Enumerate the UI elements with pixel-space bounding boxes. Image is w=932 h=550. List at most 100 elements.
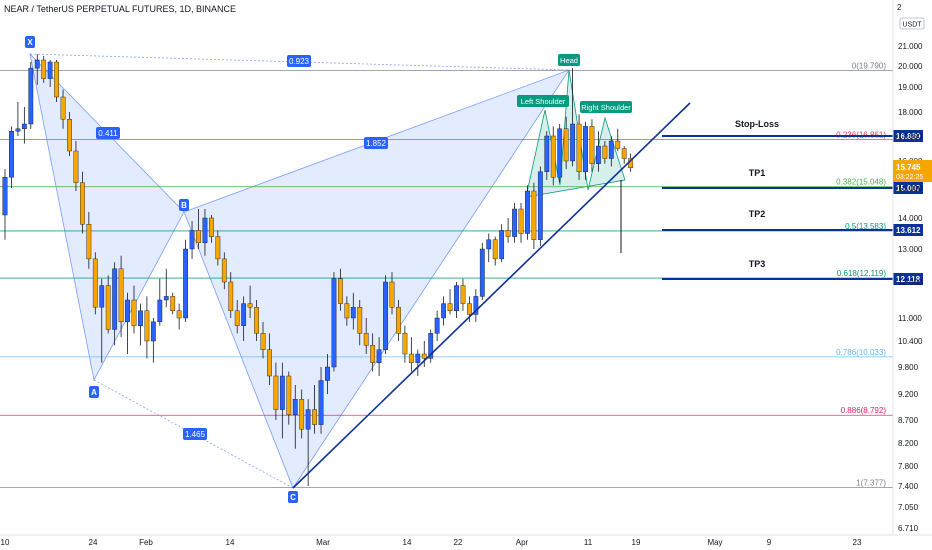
candle-down [196, 230, 201, 243]
candle-up [163, 296, 169, 301]
x-tick-label: May [707, 538, 722, 547]
candle-up [331, 278, 337, 368]
candle-up [15, 128, 21, 132]
candle-up [473, 296, 479, 315]
xabcd-ratio-labels: 0.923 0.411 1.852 1.465 [96, 55, 388, 440]
candle-up [383, 281, 388, 350]
candle-down [402, 333, 408, 355]
head-shoulders-labels: Left Shoulder Head Right Shoulder [517, 54, 632, 113]
xabcd-ratio-label: 0.411 [98, 129, 118, 138]
x-tick-label: 23 [853, 538, 862, 547]
candle-down [621, 148, 627, 159]
target-price-label: 12.118 [896, 275, 921, 284]
candle-up [350, 307, 356, 319]
candle-down [234, 310, 240, 326]
candles [2, 54, 634, 486]
candle-down [563, 128, 569, 162]
candle-down [576, 123, 582, 172]
candle-down [286, 375, 292, 415]
candle-up [570, 123, 576, 162]
target-name-label: TP2 [749, 209, 766, 219]
candle-up [544, 135, 550, 172]
candle-down [176, 310, 182, 319]
xabcd-point-label: B [181, 201, 187, 210]
target-name-label: TP1 [749, 168, 766, 178]
candle-down [531, 190, 537, 240]
candle-up [428, 333, 434, 359]
currency-badge[interactable]: USDT [899, 17, 925, 30]
head-shoulders-badge [517, 95, 569, 107]
candle-down [67, 118, 72, 152]
target-price-label: 15.007 [896, 184, 921, 193]
candle-down [41, 59, 47, 79]
candle-up [499, 230, 505, 260]
candle-down [460, 285, 466, 304]
y-tick-label: 20.000 [898, 62, 923, 71]
candle-down [86, 223, 92, 260]
target-price-tag [893, 130, 923, 142]
fib-level-label: 0.618(12.119) [837, 269, 887, 278]
y-tick-label: 14.000 [898, 214, 923, 223]
xabcd-point-label: X [27, 38, 33, 47]
candle-up [305, 409, 311, 430]
xabcd-point-label: C [290, 493, 296, 502]
candle-up [112, 268, 118, 330]
candle-down [363, 333, 369, 346]
candle-down [131, 299, 137, 326]
y-tick-label: 7.800 [898, 462, 919, 471]
y-tick-label: 12.000 [898, 278, 923, 287]
y-tick-label: 11.000 [898, 314, 922, 323]
candle-up [157, 299, 163, 323]
candle-up [183, 248, 188, 319]
xabcd-point-labels: X A B C [25, 36, 298, 503]
candle-down [170, 296, 176, 311]
xabcd-ratio-badge [287, 55, 311, 67]
candle-down [221, 258, 227, 283]
y-axis-top-label: 2 [897, 3, 902, 12]
candle-down [208, 217, 214, 237]
candle-down [421, 353, 427, 359]
y-tick-label: 21.000 [898, 42, 923, 51]
y-tick-label: 7.050 [898, 503, 919, 512]
y-tick-label: 15.000 [898, 184, 923, 193]
head-shoulders-label: Head [560, 56, 578, 65]
y-tick-label: 9.800 [898, 363, 919, 372]
support-trendline[interactable] [292, 102, 691, 489]
last-price-countdown: 03:22:25 [896, 174, 923, 181]
x-tick-label: 14 [226, 538, 235, 547]
candle-down [73, 150, 79, 183]
xabcd-point-badge [89, 386, 99, 398]
candle-down [273, 375, 279, 410]
candle-down [370, 345, 376, 363]
candle-up [138, 310, 143, 326]
candle-down [144, 310, 150, 342]
candle-down [338, 278, 343, 304]
candle-down [550, 135, 556, 178]
xabcd-point-badge [288, 491, 298, 503]
x-tick-label: 11 [584, 538, 593, 547]
x-tick-label: 22 [454, 538, 463, 547]
candle-up [325, 366, 330, 381]
candle-up [189, 230, 195, 250]
candle-down [344, 303, 350, 319]
candle-down [105, 285, 111, 330]
fib-level-label: 0.886(8.792) [841, 406, 887, 415]
candle-up [583, 126, 588, 173]
xabcd-point-badge [25, 36, 35, 48]
candle-down [215, 236, 221, 260]
candle-up [202, 217, 208, 243]
target-lines: Stop-Loss 16.889 TP1 15.007 TP2 13.612 TP3 12.1… [662, 119, 923, 285]
y-tick-label: 10.400 [898, 337, 923, 346]
x-tick-label: 19 [632, 538, 641, 547]
candle-down [408, 353, 414, 363]
head-shoulders-badge [580, 101, 632, 113]
xabcd-ratio-label: 0.923 [289, 57, 310, 66]
candle-down [389, 281, 395, 308]
candle-down [312, 409, 317, 425]
candle-up [441, 303, 446, 319]
x-tick-label: Feb [139, 538, 153, 547]
candle-down [357, 307, 363, 334]
candle-down [615, 140, 621, 149]
target-price-tag [893, 273, 923, 285]
